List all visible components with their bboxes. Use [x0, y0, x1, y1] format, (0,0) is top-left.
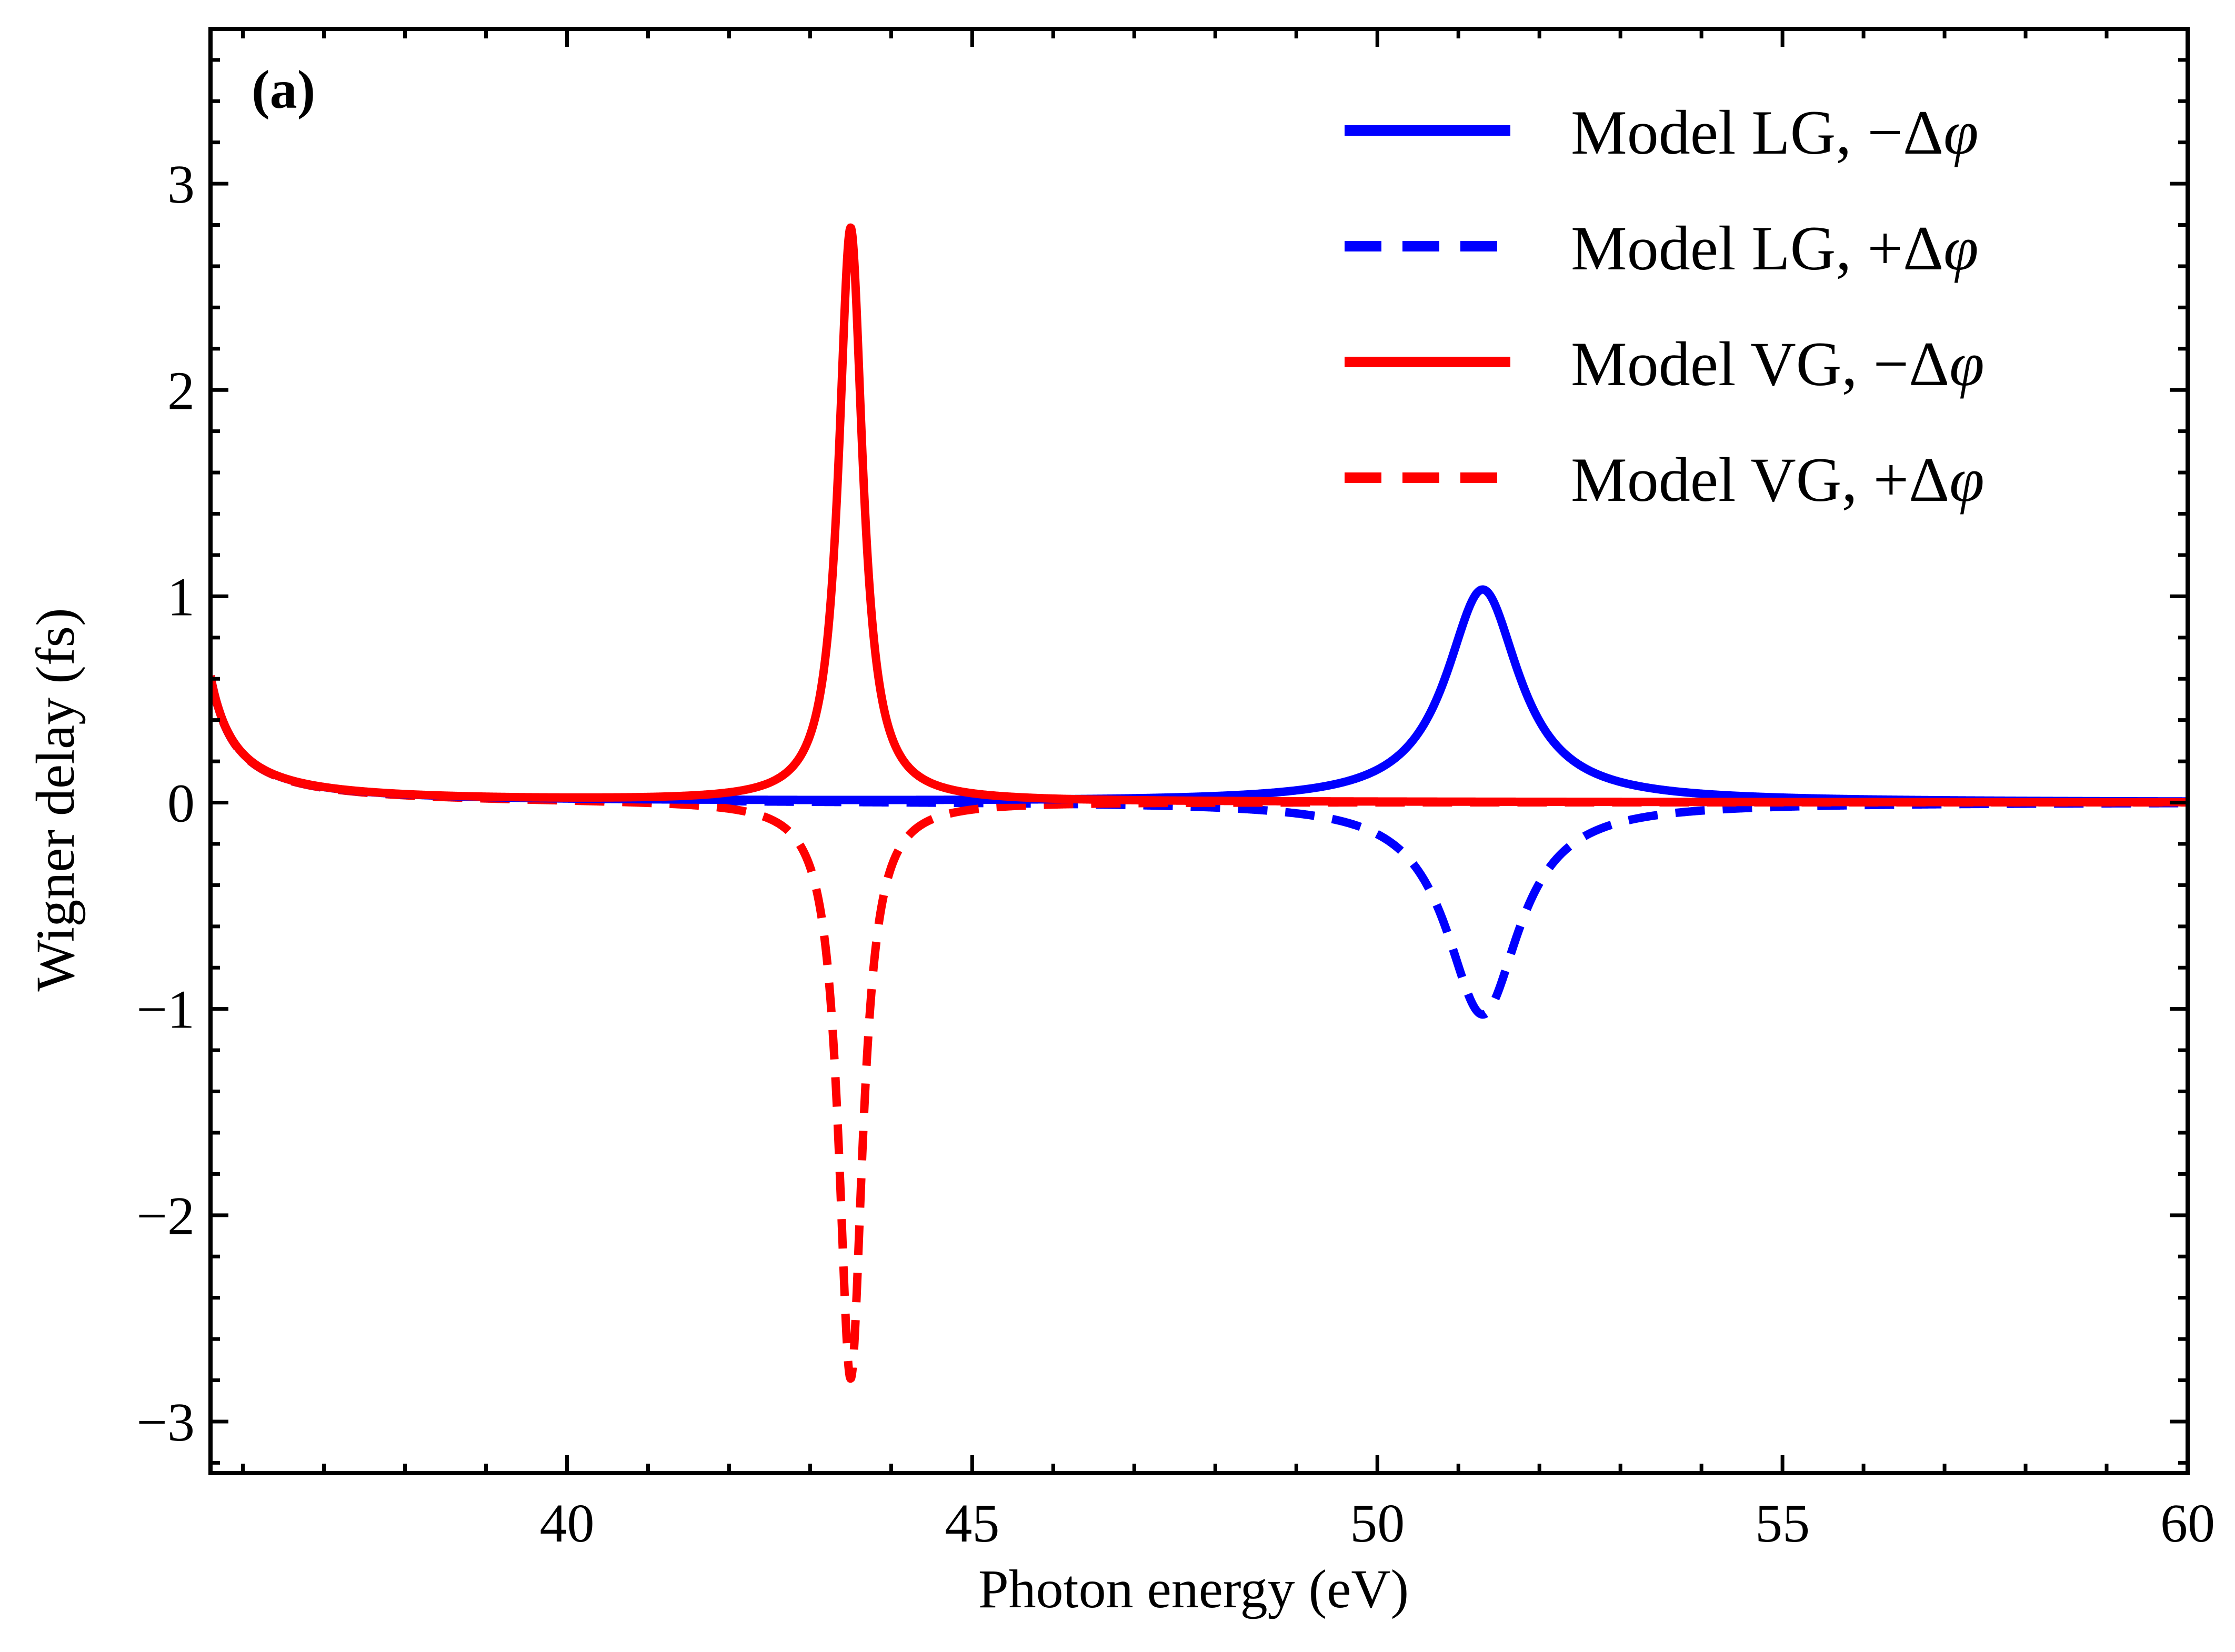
x-tick-label: 40: [539, 1493, 594, 1554]
legend: Model LG, −Δφ Model LG, +Δφ Model VG, −Δ…: [1345, 97, 1985, 515]
x-tick-label: 50: [1350, 1493, 1405, 1554]
plot-frame: [208, 27, 2190, 1475]
tick-labels-layer: 40 45 50 55 60 −3 −2 −1 0 1 2 3: [136, 154, 2215, 1554]
series-layer: [211, 223, 2188, 1383]
y-axis-label: Wigner delay (fs): [25, 608, 86, 991]
y-tick-label: 1: [167, 567, 195, 627]
legend-text-vg-minus: Model VG, −Δφ: [1571, 329, 1985, 399]
x-axis-label: Photon energy (eV): [978, 1559, 1409, 1619]
panel-label: (a): [252, 59, 315, 120]
x-tick-label: 45: [945, 1493, 999, 1554]
legend-text-vg-plus: Model VG, +Δφ: [1571, 445, 1985, 515]
y-tick-label: 2: [167, 360, 195, 421]
x-tick-label: 55: [1755, 1493, 1810, 1554]
y-tick-label: −3: [136, 1392, 195, 1453]
series-line-model-vg: [211, 223, 2188, 807]
legend-text-lg-plus: Model LG, +Δφ: [1571, 213, 1979, 283]
legend-text-lg-minus: Model LG, −Δφ: [1571, 97, 1979, 167]
y-tick-label: −2: [136, 1186, 195, 1246]
x-tick-label: 60: [2160, 1493, 2215, 1554]
y-tick-label: 0: [167, 773, 195, 834]
y-tick-label: 3: [167, 154, 195, 215]
y-tick-label: −1: [136, 980, 195, 1040]
